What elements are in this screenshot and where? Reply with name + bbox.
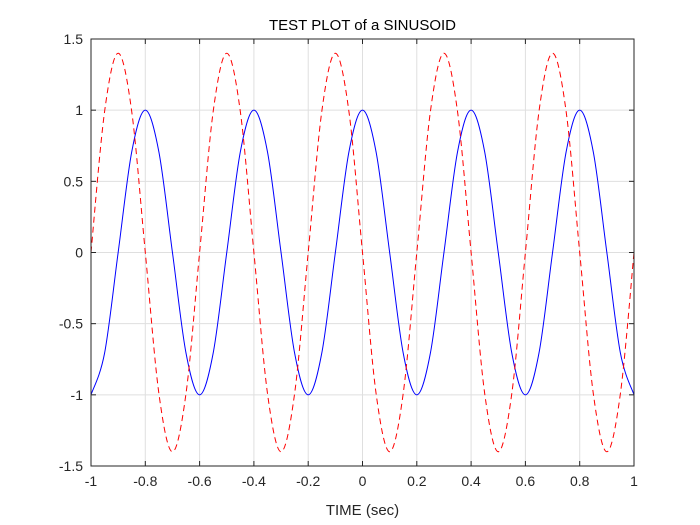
series-line-1: [90, 109, 635, 396]
x-tick-labels: -1 -0.8 -0.6 -0.4 -0.2 0 0.2 0.4 0.6 0.8 1: [85, 473, 638, 489]
y-tick-label: 1.5: [64, 31, 84, 47]
x-tick-label: -0.2: [296, 473, 320, 489]
x-tick-label: 0.2: [407, 473, 427, 489]
tick-marks: [90, 38, 635, 467]
y-tick-label: -0.5: [59, 316, 83, 332]
x-tick-label: 0.4: [461, 473, 481, 489]
y-tick-label: -1: [71, 387, 84, 403]
chart-title: TEST PLOT of a SINUSOID: [269, 17, 456, 34]
y-tick-label: 0.5: [64, 173, 84, 189]
series-layer: [90, 52, 635, 453]
y-tick-label: -1.5: [59, 458, 83, 474]
x-axis-label: TIME (sec): [326, 502, 399, 519]
x-tick-label: -1: [85, 473, 98, 489]
y-tick-label: 1: [75, 102, 83, 118]
x-tick-label: 0.8: [570, 473, 590, 489]
x-tick-label: -0.8: [133, 473, 157, 489]
x-tick-label: 0.6: [516, 473, 536, 489]
series-line-2: [90, 52, 635, 453]
y-tick-labels: -1.5 -1 -0.5 0 0.5 1 1.5: [59, 31, 83, 474]
x-tick-label: -0.6: [188, 473, 212, 489]
x-tick-label: 1: [630, 473, 638, 489]
y-tick-label: 0: [75, 245, 83, 261]
x-tick-label: -0.4: [242, 473, 266, 489]
x-tick-label: 0: [359, 473, 367, 489]
